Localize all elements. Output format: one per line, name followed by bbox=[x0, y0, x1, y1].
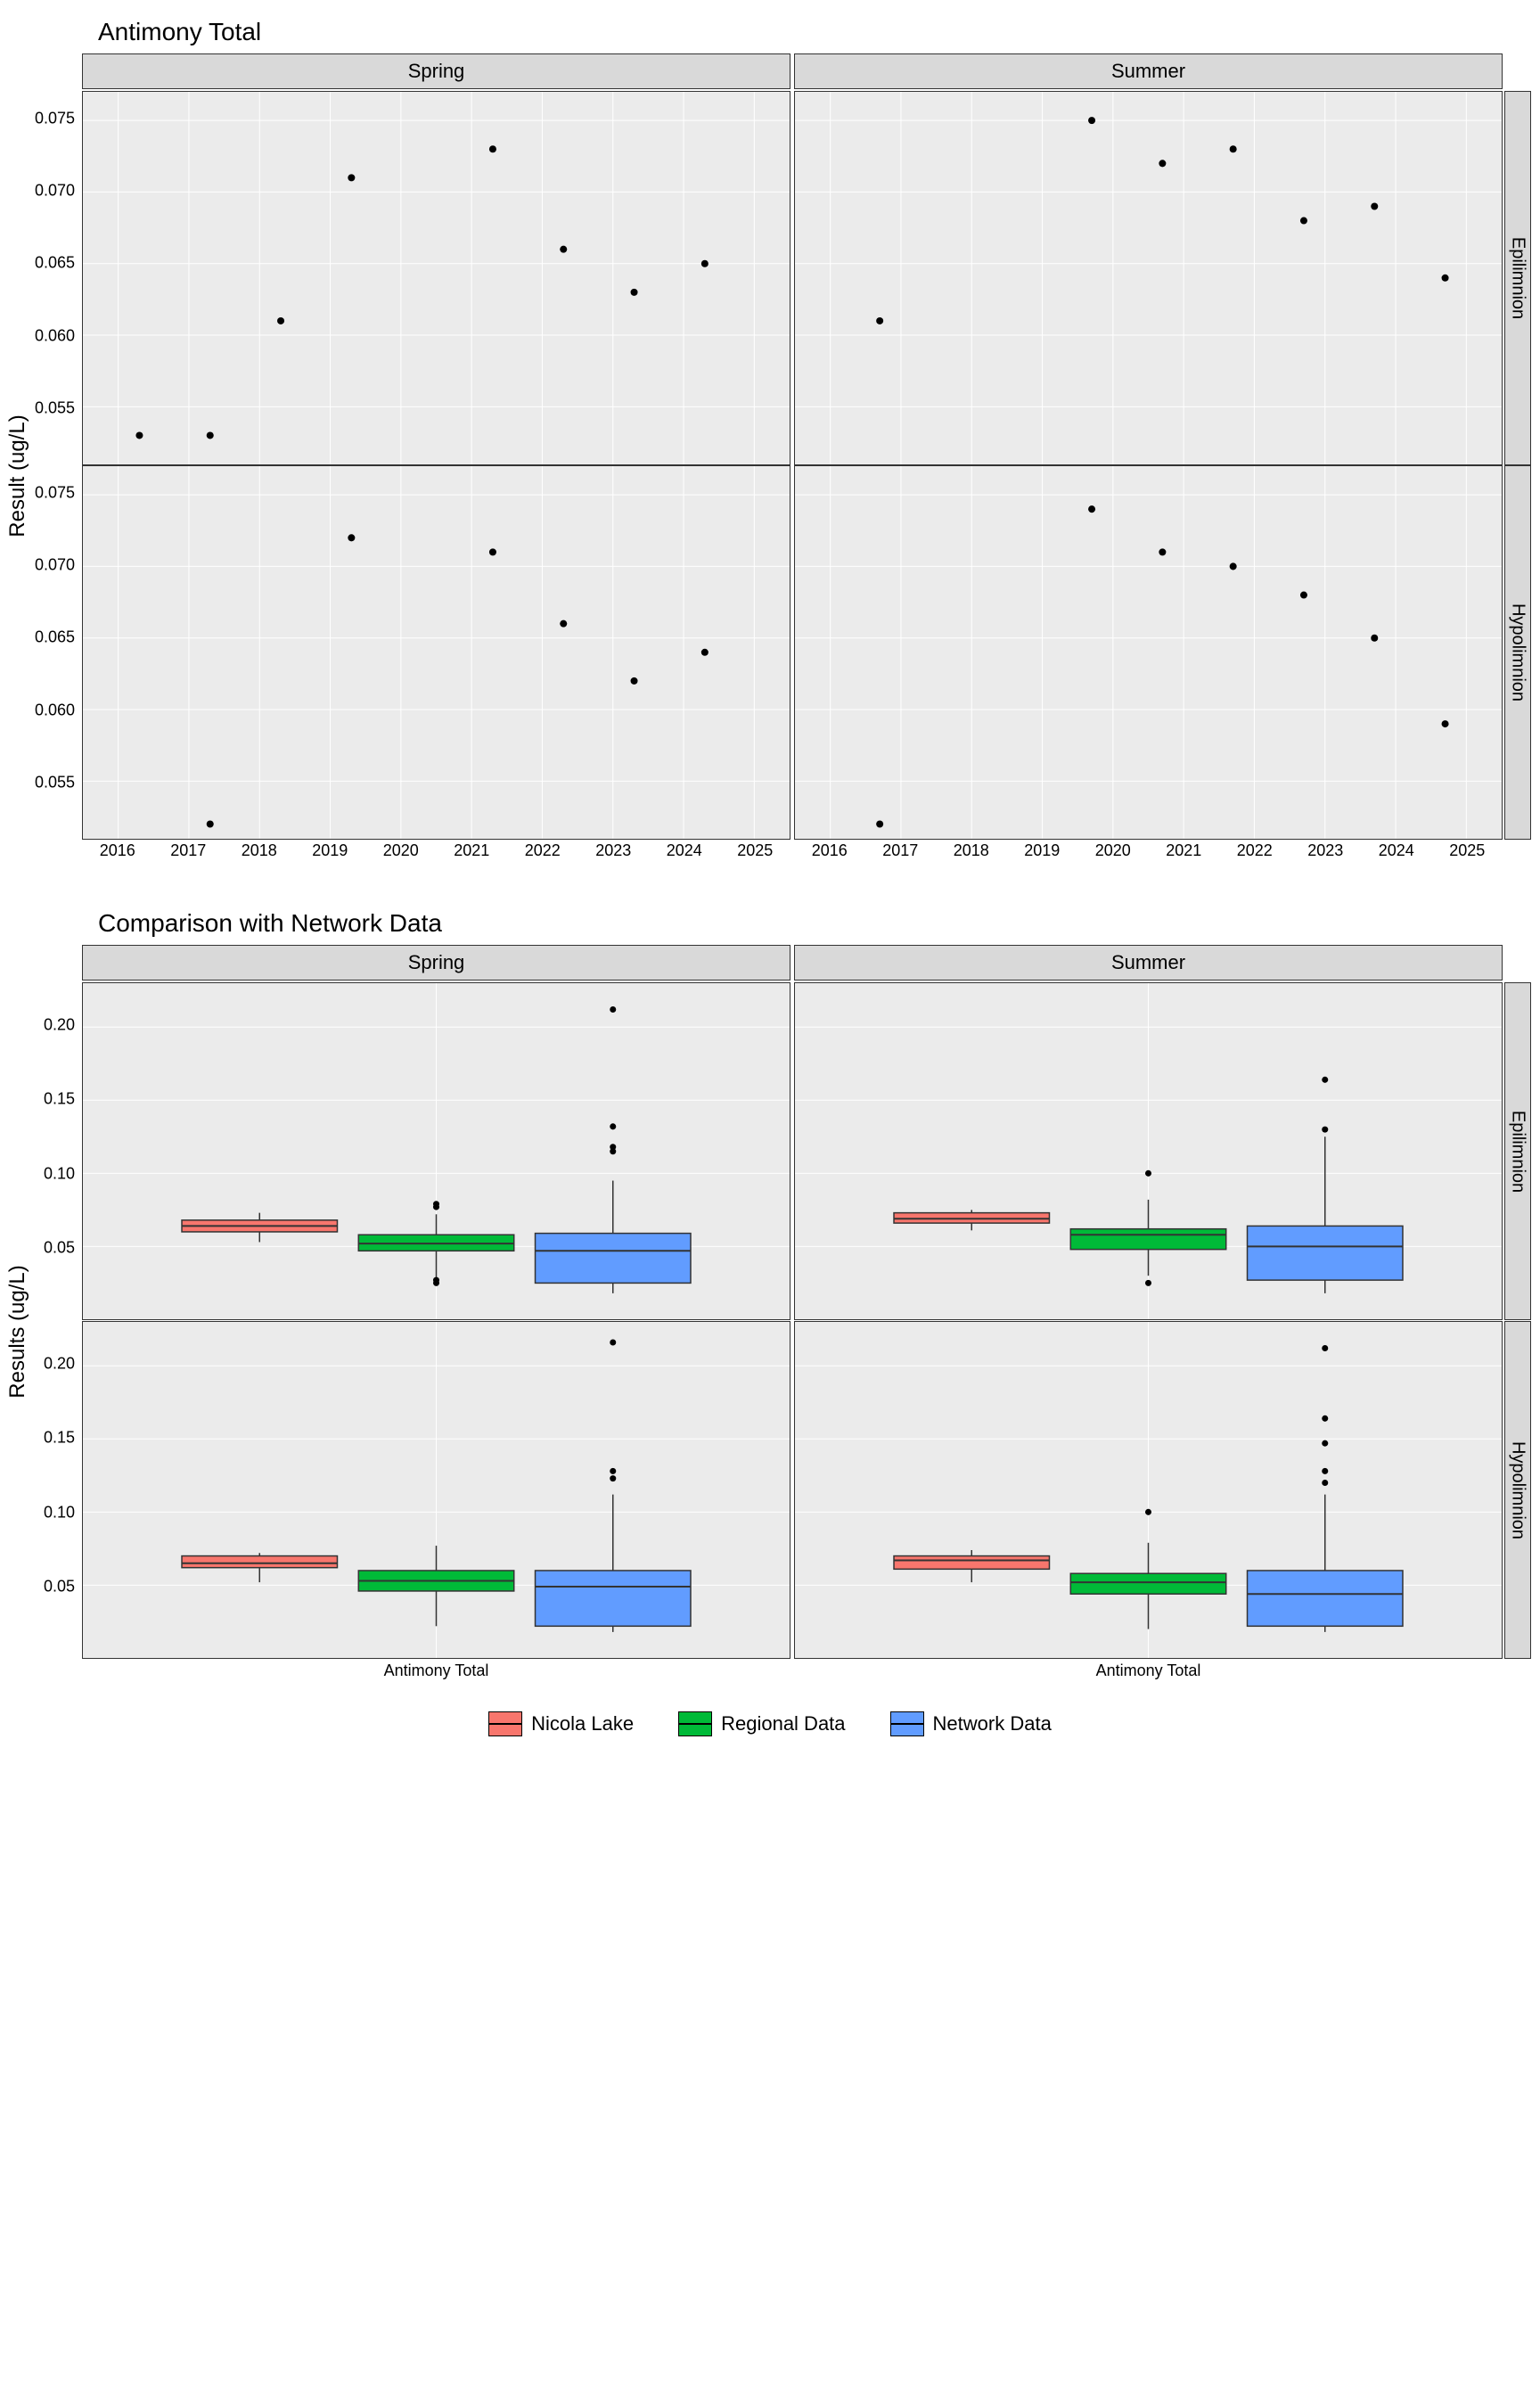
bottom-row-header-hypo: Hypolimnion bbox=[1504, 1321, 1531, 1659]
y-tick-label: 0.10 bbox=[44, 1164, 75, 1183]
top-xticks-summer: 2016 2017 2018 2019 2020 2021 2022 2023 2024 2025 bbox=[794, 838, 1503, 865]
top-chart-title: Antimony Total bbox=[98, 18, 1531, 46]
y-tick-label: 0.070 bbox=[35, 182, 75, 201]
bottom-panel-spring-epi bbox=[82, 982, 790, 1320]
y-tick-label: 0.05 bbox=[44, 1578, 75, 1596]
bottom-panel-summer-epi bbox=[794, 982, 1503, 1320]
top-panel-summer-hypo bbox=[794, 465, 1503, 840]
x-tick-label: 2020 bbox=[1095, 841, 1131, 860]
x-tick-label: 2022 bbox=[1237, 841, 1273, 860]
bottom-x-axis: Antimony Total Antimony Total bbox=[9, 1658, 1531, 1685]
x-tick-label: 2017 bbox=[170, 841, 206, 860]
y-tick-label: 0.15 bbox=[44, 1090, 75, 1109]
bottom-facet-body: Results (ug/L) 0.050.100.150.20 Epilimni… bbox=[9, 981, 1531, 1658]
top-x-axis: 2016 2017 2018 2019 2020 2021 2022 2023 2024 2025… bbox=[9, 838, 1531, 865]
top-row-header-epi: Epilimnion bbox=[1504, 91, 1531, 465]
y-tick-label: 0.075 bbox=[35, 483, 75, 502]
top-col-header-spring: Spring bbox=[82, 53, 790, 89]
y-tick-label: 0.065 bbox=[35, 254, 75, 273]
x-tick-label: Antimony Total bbox=[1096, 1662, 1201, 1680]
top-panel-summer-epi bbox=[794, 91, 1503, 465]
bottom-col-header-spring: Spring bbox=[82, 945, 790, 981]
figure-root: Antimony Total Spring Summer Result (ug/… bbox=[9, 18, 1531, 1736]
x-tick-label: 2025 bbox=[737, 841, 773, 860]
x-tick-label: 2022 bbox=[525, 841, 561, 860]
x-tick-label: 2023 bbox=[1307, 841, 1343, 860]
legend-swatch-network bbox=[890, 1711, 924, 1736]
top-xticks-spring: 2016 2017 2018 2019 2020 2021 2022 2023 2024 2025 bbox=[82, 838, 790, 865]
x-tick-label: Antimony Total bbox=[384, 1662, 489, 1680]
y-tick-label: 0.20 bbox=[44, 1355, 75, 1374]
x-tick-label: 2024 bbox=[667, 841, 702, 860]
top-yticks-hypo: 0.055 0.060 0.065 0.070 0.075 bbox=[9, 464, 80, 841]
y-tick-label: 0.060 bbox=[35, 701, 75, 719]
bottom-col-header-summer: Summer bbox=[794, 945, 1503, 981]
y-tick-label: 0.070 bbox=[35, 556, 75, 575]
bottom-chart-title: Comparison with Network Data bbox=[98, 909, 1531, 938]
bottom-panel-summer-hypo bbox=[794, 1321, 1503, 1659]
y-tick-label: 0.075 bbox=[35, 109, 75, 127]
x-tick-label: 2019 bbox=[1024, 841, 1060, 860]
x-tick-label: 2016 bbox=[100, 841, 135, 860]
top-yticks-epi: 0.055 0.060 0.065 0.070 0.075 bbox=[9, 89, 80, 467]
legend: Nicola Lake Regional Data Network Data bbox=[9, 1711, 1531, 1736]
top-col-header-summer: Summer bbox=[794, 53, 1503, 89]
bottom-yticks-hypo: 0.05 0.10 0.15 0.20 bbox=[9, 1319, 80, 1661]
x-tick-label: 2021 bbox=[1166, 841, 1201, 860]
x-tick-label: 2025 bbox=[1449, 841, 1485, 860]
top-row-hypo: 0.055 0.060 0.065 0.070 0.075 Hypolimnion bbox=[9, 464, 1531, 838]
bottom-xticks-summer: Antimony Total bbox=[794, 1658, 1503, 1685]
bottom-panel-spring-hypo bbox=[82, 1321, 790, 1659]
x-tick-label: 2021 bbox=[454, 841, 489, 860]
top-row-epi: 0.055 0.060 0.065 0.070 0.075 Epilimnion bbox=[9, 89, 1531, 464]
top-row-header-hypo: Hypolimnion bbox=[1504, 465, 1531, 840]
y-tick-label: 0.065 bbox=[35, 628, 75, 647]
x-tick-label: 2018 bbox=[954, 841, 989, 860]
x-tick-label: 2024 bbox=[1379, 841, 1414, 860]
bottom-row-hypo: 0.05 0.10 0.15 0.20 Hypolimnion bbox=[9, 1319, 1531, 1658]
top-facet-body: Result (ug/L) 0.0550.0600.0650.0700.075 … bbox=[9, 89, 1531, 838]
y-tick-label: 0.05 bbox=[44, 1239, 75, 1258]
x-tick-label: 2016 bbox=[812, 841, 848, 860]
x-tick-label: 2018 bbox=[242, 841, 277, 860]
top-col-headers: Spring Summer bbox=[9, 53, 1531, 89]
x-tick-label: 2020 bbox=[383, 841, 419, 860]
bottom-xticks-spring: Antimony Total bbox=[82, 1658, 790, 1685]
bottom-row-header-epi: Epilimnion bbox=[1504, 982, 1531, 1320]
top-panel-spring-hypo bbox=[82, 465, 790, 840]
bottom-row-epi: 0.05 0.10 0.15 0.20 Epilimnion bbox=[9, 981, 1531, 1319]
legend-item-regional: Regional Data bbox=[678, 1711, 845, 1736]
y-tick-label: 0.10 bbox=[44, 1503, 75, 1522]
bottom-yticks-epi: 0.05 0.10 0.15 0.20 bbox=[9, 981, 80, 1322]
legend-item-nicola: Nicola Lake bbox=[488, 1711, 634, 1736]
y-tick-label: 0.20 bbox=[44, 1016, 75, 1035]
legend-swatch-regional bbox=[678, 1711, 712, 1736]
y-tick-label: 0.055 bbox=[35, 399, 75, 418]
bottom-col-headers: Spring Summer bbox=[9, 945, 1531, 981]
y-tick-label: 0.15 bbox=[44, 1429, 75, 1448]
y-tick-label: 0.055 bbox=[35, 774, 75, 792]
top-panel-spring-epi bbox=[82, 91, 790, 465]
x-tick-label: 2023 bbox=[595, 841, 631, 860]
x-tick-label: 2017 bbox=[882, 841, 918, 860]
legend-item-network: Network Data bbox=[890, 1711, 1052, 1736]
legend-swatch-nicola bbox=[488, 1711, 522, 1736]
x-tick-label: 2019 bbox=[312, 841, 348, 860]
y-tick-label: 0.060 bbox=[35, 326, 75, 345]
